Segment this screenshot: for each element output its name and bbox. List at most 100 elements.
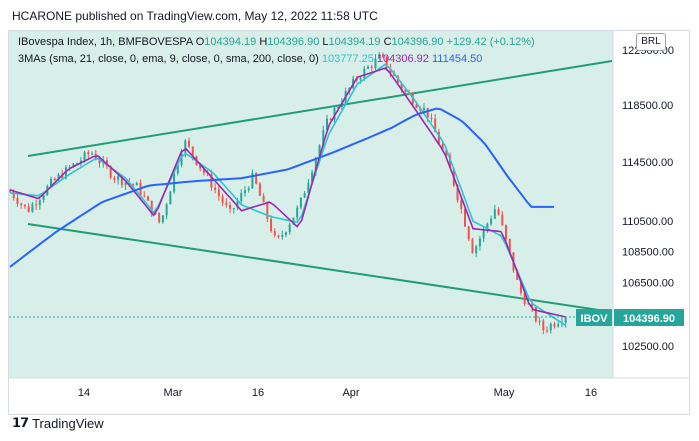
candle-body [251,172,254,189]
candle-body [27,206,30,212]
price-axis-ticks: 122500.00118500.00114500.00110500.001085… [622,45,674,353]
candle-body [117,176,120,180]
candle-body [553,323,556,327]
candle-body [385,56,388,69]
candle-body [273,231,276,236]
candle-body [176,165,179,174]
candle-body [426,107,429,118]
candle-body [482,228,485,239]
candle-body [531,303,534,308]
x-tick-label: 16 [585,387,597,399]
candle-body [546,330,549,332]
candle-body [437,131,440,144]
legend-change: +129.42 (+0.12%) [446,36,535,48]
legend-open: 104394.19 [204,36,257,48]
candle-body [132,183,135,186]
x-tick-label: 14 [78,387,90,399]
candle-body [434,118,437,132]
x-tick-label: May [494,387,515,399]
candle-body [180,152,183,166]
candle-body [288,224,291,233]
candle-body [270,218,273,232]
legend-close-label: C [383,36,392,48]
candle-body [564,318,567,323]
candle-body [501,214,504,226]
candle-body [146,196,149,201]
candle-body [214,187,217,190]
candle-body [329,118,332,120]
candle-body [16,198,19,204]
candle-body [143,195,146,197]
channel-lower-line [27,223,613,313]
candle-body [243,190,246,194]
candle-body [337,107,340,109]
candle-body [314,157,317,173]
symbol-tag-bg [576,309,612,326]
candle-body [460,200,463,209]
candle-body [311,172,314,183]
candle-body [497,209,500,215]
price-tag: 104396.90 [623,313,675,325]
candle-body [508,238,511,253]
candle-body [42,195,45,201]
candle-body [109,166,112,178]
candle-body [340,102,343,108]
candle-body [400,82,403,91]
candle-body [64,167,67,179]
candle-body [363,68,366,79]
candle-body [158,212,161,223]
candle-body [333,108,336,120]
candle-body [165,204,168,216]
candle-body [430,117,433,119]
candle-body [76,162,79,164]
candle-body [258,183,261,196]
candle-body [303,193,306,198]
candle-body [23,204,26,207]
chart-frame[interactable] [8,30,690,415]
candle-body [31,204,34,212]
candle-body [493,209,496,219]
candle-body [184,140,187,153]
candle-body [296,207,299,218]
candle-body [519,279,522,293]
ma-sma21-line [9,63,567,327]
candle-body [91,153,94,155]
y-tick-label: 114500.00 [622,157,673,169]
footer-brand: TradingView [32,415,104,431]
tradingview-logo-icon: 𝟭𝟳 [12,415,29,430]
candle-body [299,197,302,208]
legend-mas: 3MAs (sma, 21, close, 0, ema, 9, close, … [18,53,482,65]
candle-body [389,68,392,73]
symbol-tag: IBOV [581,313,609,325]
y-tick-label: 118500.00 [622,100,673,112]
legend-ma1-value: 103777.25 [321,53,374,65]
candle-body [83,152,86,161]
legend-close: 104396.90 [391,36,444,48]
candle-body [199,164,202,169]
candle-body [516,270,519,280]
candle-body [266,202,269,219]
candle-body [370,66,373,69]
candle-body [225,202,228,205]
candle-body [318,145,321,158]
legend-ohlc: IBovespa Index, 1h, BMFBOVESPA O104394.1… [18,36,535,48]
candle-body [404,90,407,93]
currency-button[interactable]: BRL [636,33,666,51]
ma-sma200-line [9,107,555,268]
candle-body [191,146,194,157]
y-tick-label: 106500.00 [622,277,674,289]
candle-body [53,178,56,181]
candle-body [475,246,478,254]
legend-high: 104396.90 [267,36,320,48]
candle-body [113,177,116,180]
candle-body [378,54,381,59]
candle-body [161,215,164,223]
candle-body [505,225,508,239]
legend-low-label: L [322,36,329,48]
candle-body [415,104,418,108]
y-tick-label: 102500.00 [622,341,674,353]
footer: 𝟭𝟳 TradingView [12,415,104,431]
legend-ma2-value: 104306.92 [376,53,429,65]
candle-body [232,208,235,210]
